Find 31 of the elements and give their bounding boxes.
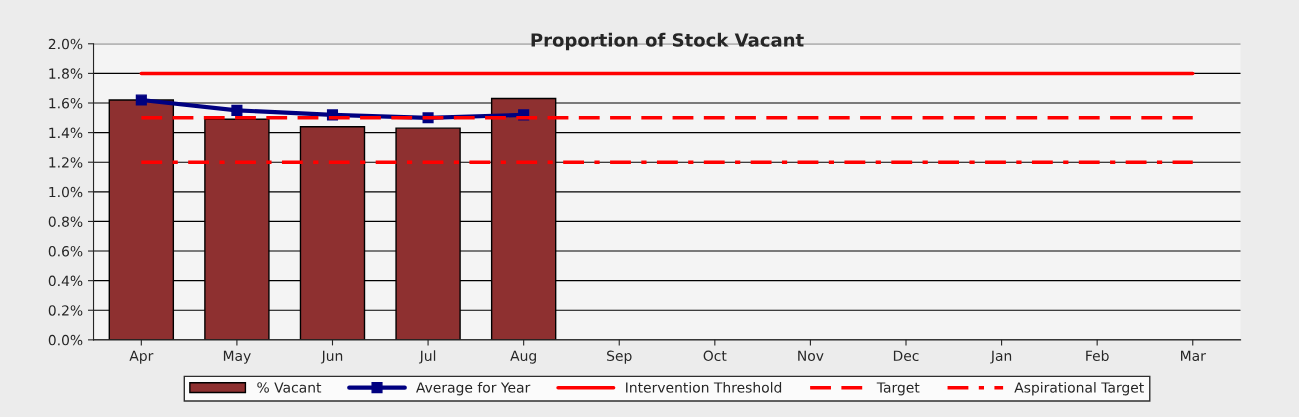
point xyxy=(231,104,243,116)
x-tick-label: May xyxy=(223,350,251,364)
x-tick-label: Jun xyxy=(320,350,343,364)
chart-title: Proportion of Stock Vacant xyxy=(531,32,804,51)
y-tick-label: 0.2% xyxy=(48,305,83,316)
y-tick-label: 1.2% xyxy=(49,157,83,168)
x-tick-label: Oct xyxy=(703,350,727,362)
y-tick-label: 0.0% xyxy=(48,334,83,346)
x-tick-label: Nov xyxy=(798,350,824,362)
x-tick-label: Apr xyxy=(129,350,154,364)
legend-label: % Vacant xyxy=(257,382,322,393)
x-tick-label: Feb xyxy=(1086,350,1109,362)
x-tick-label: Mar xyxy=(1181,350,1206,362)
x-tick-label: Aug xyxy=(510,350,536,364)
y-tick-label: 0.6% xyxy=(48,246,83,257)
legend-label: Target xyxy=(876,382,920,396)
legend-label: Aspirational Target xyxy=(1014,381,1144,396)
y-tick-label: 1.8% xyxy=(49,68,83,79)
y-tick-label: 0.8% xyxy=(48,216,83,227)
y-tick-label: 0.4% xyxy=(48,275,83,287)
legend-label: Intervention Threshold xyxy=(626,381,782,393)
y-tick-label: 1.6% xyxy=(49,97,83,109)
x-tick-label: Jan xyxy=(990,350,1012,364)
legend-label: Average for Year xyxy=(416,381,531,396)
y-tick-label: 1.0% xyxy=(49,186,83,198)
y-tick-label: 1.4% xyxy=(49,127,83,139)
x-tick-label: Jul xyxy=(418,350,436,364)
y-tick-label: 2.0% xyxy=(48,38,83,50)
x-tick-label: Dec xyxy=(893,350,919,362)
x-tick-label: Sep xyxy=(607,350,632,364)
point xyxy=(135,94,147,106)
